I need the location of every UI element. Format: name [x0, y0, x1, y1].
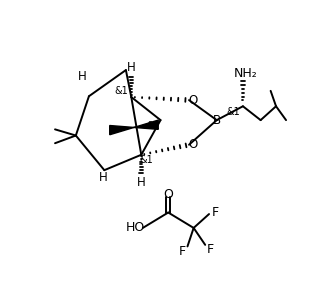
Text: &1: &1: [227, 107, 241, 117]
Text: HO: HO: [126, 221, 145, 234]
Text: F: F: [207, 243, 214, 256]
Polygon shape: [110, 120, 158, 135]
Text: &1: &1: [147, 120, 161, 131]
Text: F: F: [212, 206, 219, 219]
Text: &1: &1: [140, 155, 153, 165]
Text: &1: &1: [114, 86, 128, 96]
Text: B: B: [213, 114, 221, 127]
Text: H: H: [99, 171, 107, 184]
Text: O: O: [163, 188, 173, 201]
Text: O: O: [188, 138, 197, 151]
Text: H: H: [137, 176, 146, 189]
Text: H: H: [78, 71, 86, 83]
Text: NH₂: NH₂: [233, 67, 257, 80]
Text: O: O: [188, 94, 197, 107]
Text: F: F: [179, 245, 186, 257]
Text: H: H: [127, 61, 136, 74]
